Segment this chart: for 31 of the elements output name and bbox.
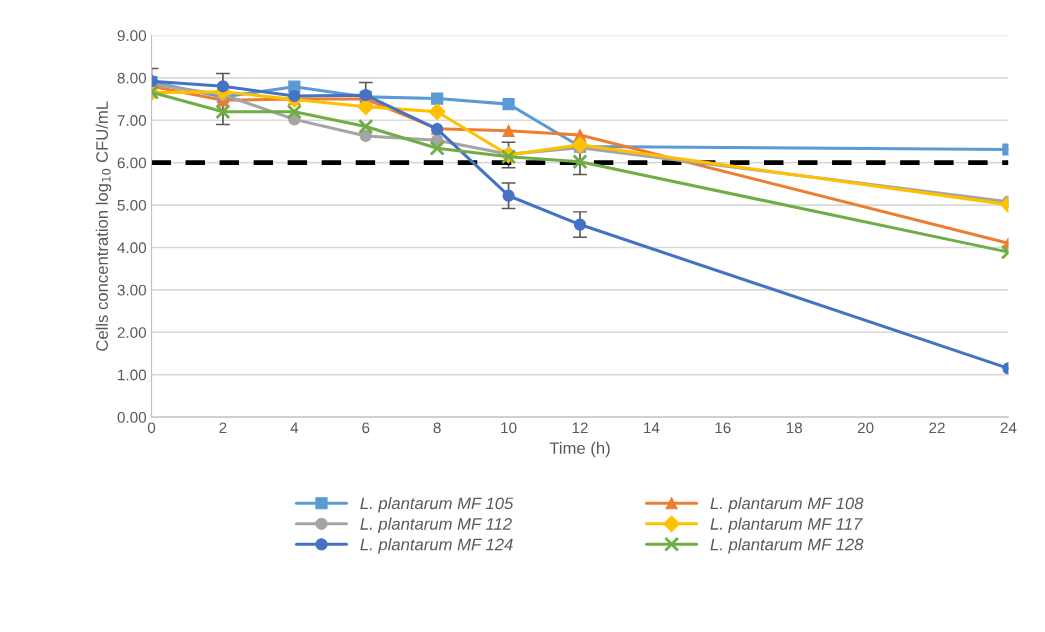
y-tick-label: 1.00 — [118, 369, 147, 381]
y-tick-label: 2.00 — [117, 327, 147, 338]
legend-label: L. plantarum MF 128 — [710, 538, 864, 554]
y-tick-label: 7.00 — [117, 115, 147, 126]
x-tick-label: 8 — [433, 422, 441, 434]
x-tick-label: 18 — [786, 422, 803, 434]
x-tick-label: 14 — [644, 422, 660, 434]
x-tick-label: 24 — [1000, 422, 1017, 434]
legend-label: L. plantarum MF 117 — [710, 517, 863, 534]
legend-label: L. plantarum MF 108 — [710, 497, 864, 513]
y-tick-label: 0.00 — [117, 411, 147, 423]
x-tick-label: 20 — [857, 422, 874, 434]
x-tick-label: 12 — [572, 422, 588, 434]
x-axis-title: Time (h) — [549, 441, 610, 458]
x-tick-label: 6 — [362, 422, 370, 434]
x-tick-label: 4 — [290, 422, 299, 434]
legend-label: L. plantarum MF 124 — [360, 538, 513, 554]
legend-label: L. plantarum MF 105 — [360, 497, 514, 513]
y-tick-label: 8.00 — [117, 72, 147, 84]
x-tick-label: 10 — [501, 422, 517, 434]
x-tick-label: 0 — [147, 422, 156, 434]
y-tick-label: 5.00 — [117, 199, 147, 211]
y-tick-label: 6.00 — [117, 157, 147, 169]
y-tick-label: 3.00 — [117, 284, 147, 296]
legend-label: L. plantarum MF 112 — [360, 517, 512, 534]
x-tick-label: 16 — [715, 422, 731, 434]
y-axis-title: Cells concentration log$_{10}$ CFU/mL — [95, 101, 112, 351]
y-tick-label: 9.00 — [117, 30, 147, 42]
y-tick-label: 4.00 — [117, 242, 147, 254]
x-tick-label: 2 — [219, 422, 227, 434]
x-tick-label: 22 — [929, 422, 945, 434]
